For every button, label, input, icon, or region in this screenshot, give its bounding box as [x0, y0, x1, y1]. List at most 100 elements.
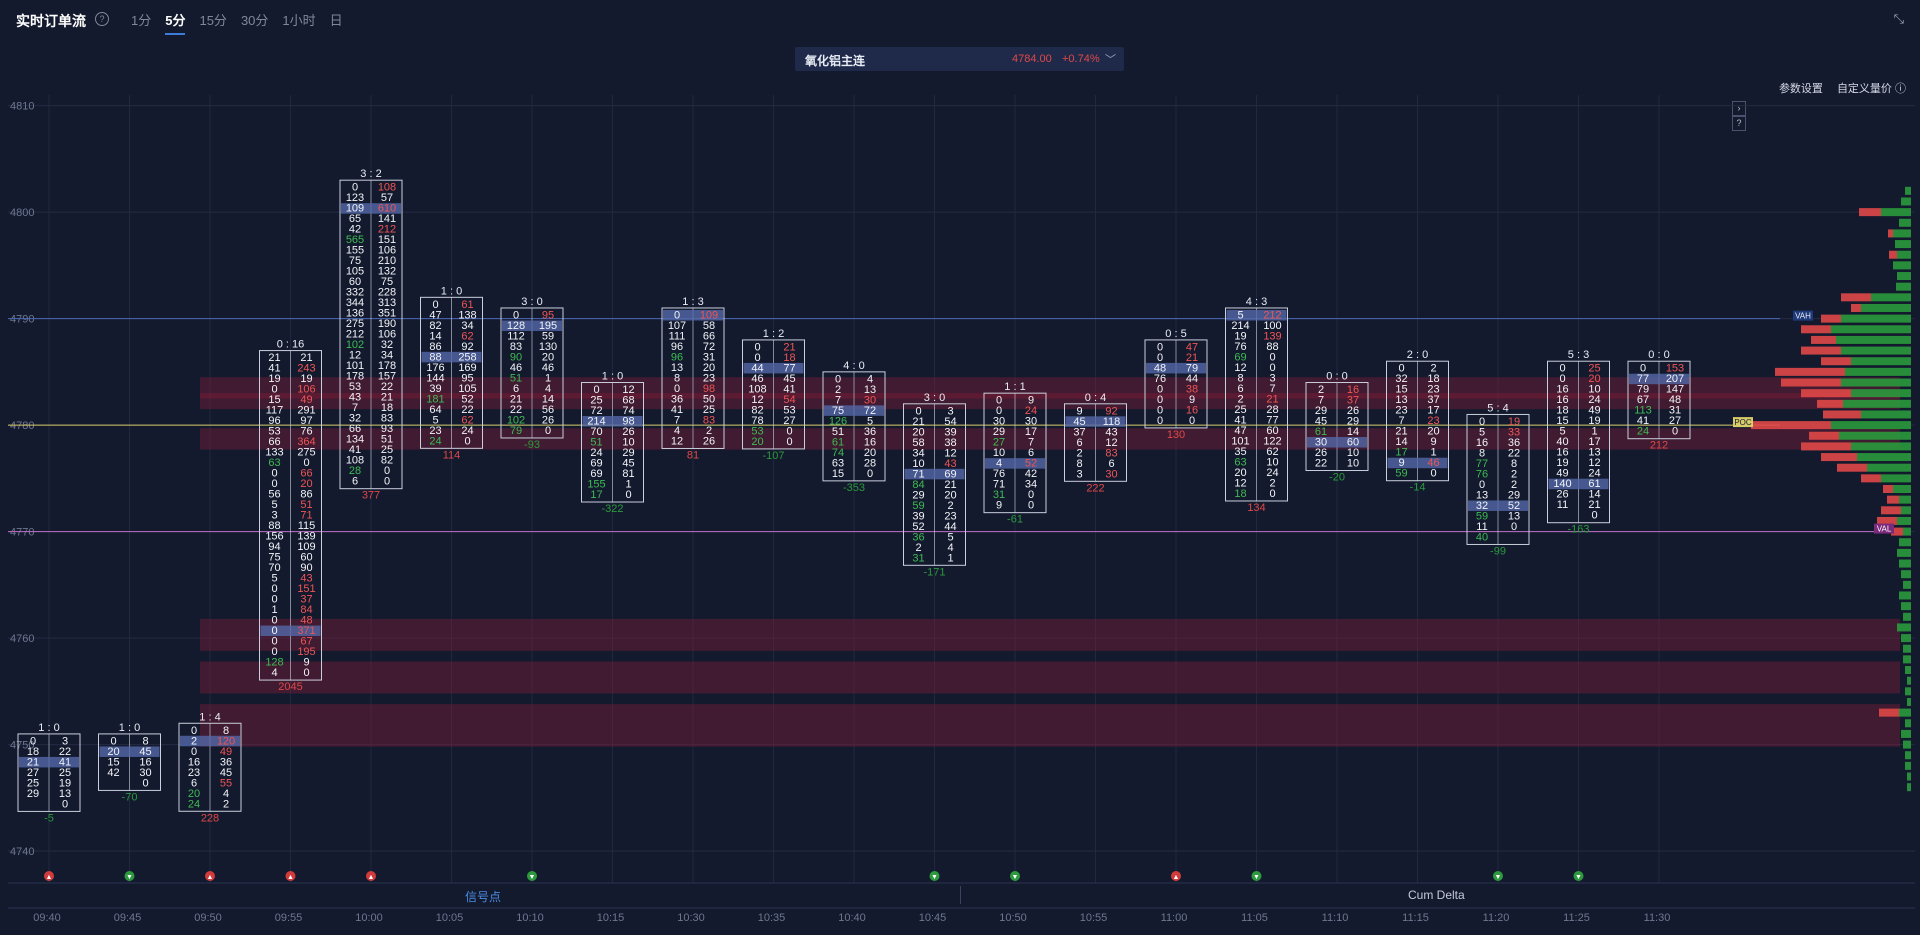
- ask-value: 151: [297, 583, 315, 595]
- collapse-icon[interactable]: ⤡: [1893, 11, 1904, 26]
- ask-value: 0: [1189, 415, 1195, 427]
- bid-value: 2: [915, 542, 921, 554]
- ask-value: 13: [1508, 510, 1520, 522]
- bid-value: 76: [1234, 341, 1246, 353]
- ask-value: 83: [703, 414, 715, 426]
- ask-value: 2: [947, 500, 953, 512]
- stack-label: 1 : 0: [602, 371, 623, 383]
- max-volume-row: [743, 362, 804, 374]
- profile-sell-bar: [1883, 485, 1893, 493]
- bid-value: 0: [996, 395, 1002, 407]
- settings-button[interactable]: 参数设置: [1778, 83, 1823, 95]
- help-icon[interactable]: ?: [95, 12, 109, 26]
- delta-label: 377: [362, 490, 380, 502]
- stack-label: 1 : 1: [1004, 381, 1025, 393]
- ask-value: 34: [1025, 479, 1037, 491]
- period-tab-1[interactable]: 5分: [165, 10, 186, 35]
- x-tick-label: 10:30: [677, 912, 705, 924]
- ask-value: 14: [542, 393, 554, 405]
- ask-value: 0: [1028, 500, 1034, 512]
- bid-value: 66: [349, 423, 361, 435]
- ask-value: 16: [1347, 384, 1359, 396]
- ask-value: 313: [378, 297, 396, 309]
- bid-value: 7: [674, 414, 680, 426]
- instrument-selector[interactable]: 氧化铝主连 4784.00 +0.74% ﹀: [795, 47, 1124, 71]
- ask-value: 51: [300, 499, 312, 511]
- bid-value: 6: [352, 476, 358, 488]
- profile-buy-bar: [1831, 325, 1911, 334]
- ask-value: 0: [1511, 521, 1517, 533]
- ask-value: 0: [303, 457, 309, 469]
- x-tick-label: 11:00: [1161, 912, 1188, 924]
- bid-value: 41: [1234, 414, 1246, 426]
- ask-value: 9: [1189, 394, 1195, 406]
- bid-value: 25: [590, 395, 602, 407]
- period-tab-4[interactable]: 1小时: [282, 13, 316, 28]
- imbalance-zone: [200, 428, 1900, 450]
- bid-value: 109: [346, 203, 364, 215]
- bid-value: 17: [590, 489, 602, 501]
- ask-value: 10: [1266, 456, 1278, 468]
- signal-glyph: ▲: [368, 874, 375, 881]
- imbalance-zone: [200, 704, 1900, 747]
- bid-value: 20: [107, 746, 119, 758]
- profile-buy-bar: [1831, 421, 1911, 430]
- ask-value: 9: [1430, 436, 1436, 448]
- ask-value: 1: [947, 552, 953, 564]
- ask-value: 12: [1105, 437, 1117, 449]
- x-tick-label: 11:20: [1483, 912, 1510, 924]
- ask-value: 95: [461, 372, 473, 384]
- ask-value: 0: [1269, 488, 1275, 500]
- bid-value: 16: [1556, 394, 1568, 406]
- delta-label: -163: [1567, 524, 1589, 536]
- bid-value: 53: [268, 426, 280, 438]
- profile-sell-bar: [1879, 708, 1899, 717]
- profile-buy-bar: [1903, 612, 1911, 621]
- help-side-icon[interactable]: ?: [1732, 116, 1746, 131]
- x-tick-label: 11:30: [1644, 912, 1671, 924]
- profile-buy-bar: [1867, 463, 1911, 472]
- period-tab-0[interactable]: 1分: [131, 13, 152, 28]
- period-tab-3[interactable]: 30分: [240, 13, 269, 28]
- bid-value: 0: [271, 583, 277, 595]
- ask-value: 23: [944, 510, 956, 522]
- custom-volume-button[interactable]: 自定义量价 ⓘ: [1837, 80, 1906, 96]
- ask-value: 2: [706, 425, 712, 437]
- ask-value: 77: [783, 362, 795, 374]
- ask-value: 22: [461, 404, 473, 416]
- bid-value: 24: [188, 798, 200, 810]
- y-tick-label: 4800: [10, 207, 34, 219]
- ask-value: 6: [1108, 458, 1114, 470]
- bid-value: 128: [507, 320, 525, 332]
- bid-value: 46: [510, 362, 522, 374]
- bid-value: 32: [1476, 500, 1488, 512]
- ask-value: 13: [1588, 447, 1600, 459]
- bid-value: 6: [513, 383, 519, 395]
- signal-up-icon: [285, 871, 296, 881]
- expand-right-icon[interactable]: ›: [1732, 101, 1746, 116]
- signal-up-icon: [1171, 871, 1181, 881]
- ask-value: 60: [1347, 437, 1359, 449]
- profile-sell-bar: [1889, 250, 1897, 259]
- ask-value: 100: [1263, 320, 1281, 332]
- period-tab-5[interactable]: 日: [329, 13, 343, 28]
- ask-value: 61: [1588, 478, 1600, 490]
- bid-value: 0: [513, 309, 519, 321]
- bid-value: 10: [993, 447, 1005, 459]
- profile-buy-bar: [1907, 697, 1911, 706]
- period-tab-2[interactable]: 15分: [199, 13, 227, 28]
- ask-value: 1: [1430, 447, 1436, 459]
- bid-value: 5: [271, 499, 277, 511]
- ask-value: 60: [300, 552, 312, 564]
- signal-glyph: ▲: [207, 874, 214, 881]
- ask-value: 228: [378, 287, 396, 299]
- profile-buy-bar: [1851, 389, 1911, 398]
- tab-signals[interactable]: 信号点: [465, 890, 502, 904]
- bid-value: 5: [1479, 426, 1485, 438]
- signal-down-icon: [527, 871, 537, 881]
- tab-cum-delta[interactable]: Cum Delta: [1408, 888, 1465, 902]
- x-tick-label: 11:05: [1241, 912, 1268, 924]
- ask-value: 41: [783, 383, 795, 395]
- ask-value: 351: [378, 308, 396, 320]
